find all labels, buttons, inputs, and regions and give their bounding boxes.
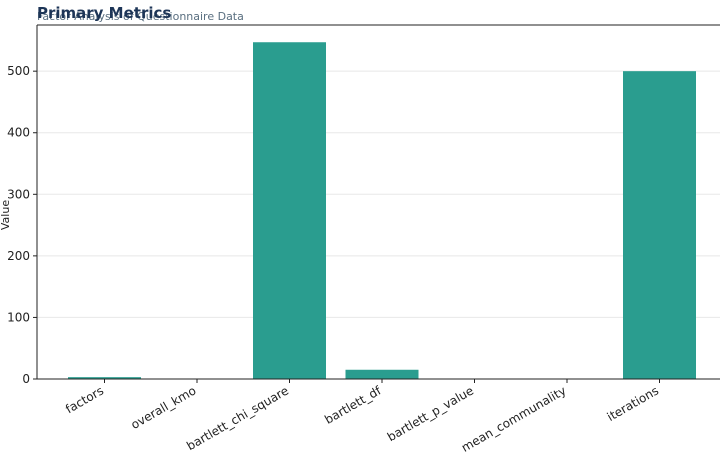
bar (345, 369, 419, 379)
y-tick-label: 300 (7, 187, 30, 201)
axes-frame (36, 24, 720, 380)
x-tick-label: factors (63, 383, 106, 416)
y-tick-label: 0 (22, 372, 30, 386)
bar (68, 377, 141, 379)
chart-title: Primary Metrics (37, 4, 171, 22)
y-tick-label: 400 (7, 126, 30, 140)
bar (623, 71, 696, 379)
x-tick-label: mean_communality (459, 383, 569, 454)
x-tick-label: bartlett_chi_square (184, 383, 291, 453)
x-tick-label: bartlett_df (322, 383, 384, 427)
chart-subtitle: Factor Analysis of Questionnaire Data (37, 10, 244, 23)
x-tick-label: iterations (605, 383, 661, 424)
bar (253, 42, 326, 380)
y-tick-label: 100 (7, 310, 30, 324)
y-tick-label: 500 (7, 64, 30, 78)
y-axis-label: Value (0, 200, 12, 230)
x-tick-label: overall_kmo (128, 383, 198, 432)
x-tick-label: bartlett_p_value (385, 383, 476, 444)
y-tick-label: 200 (7, 249, 30, 263)
